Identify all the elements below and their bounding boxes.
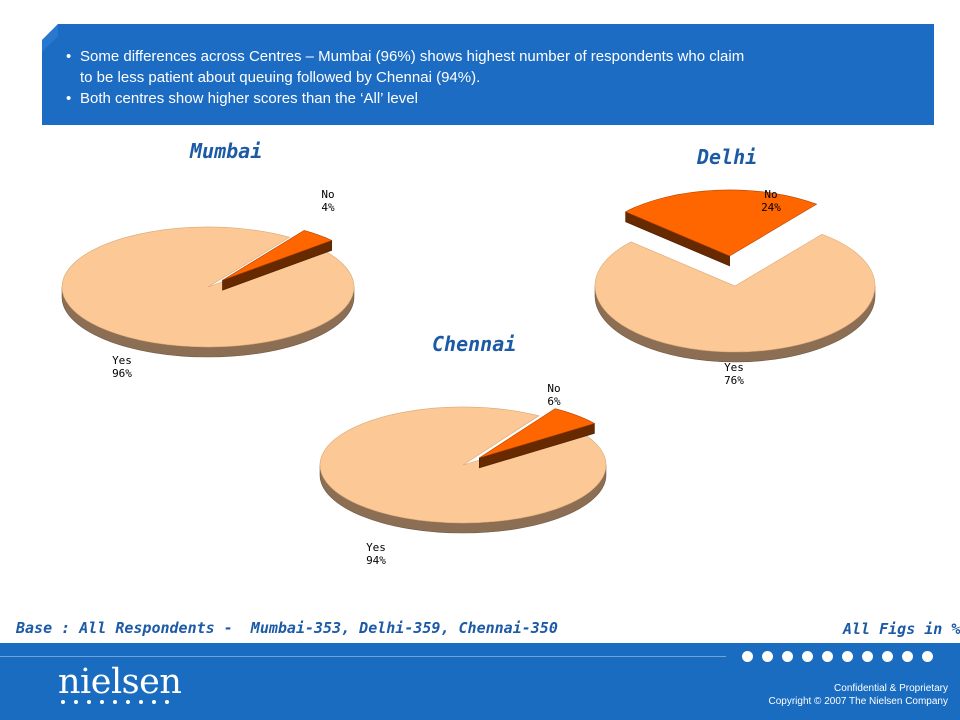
pie-slice-yes xyxy=(61,226,355,358)
svg-text:Yes: Yes xyxy=(724,361,744,374)
svg-text:76%: 76% xyxy=(724,374,744,387)
copyright-text: Copyright © 2007 The Nielsen Company xyxy=(768,696,948,707)
footer-divider xyxy=(0,656,726,657)
bullet-1-line-2: to be less patient about queuing followe… xyxy=(80,69,481,86)
pie-slice-no xyxy=(479,408,596,469)
svg-text:6%: 6% xyxy=(547,395,561,408)
pie-label-no: No4% xyxy=(321,188,335,214)
svg-text:96%: 96% xyxy=(112,367,132,380)
svg-text:4%: 4% xyxy=(321,201,335,214)
pie-slice-yes xyxy=(319,406,607,534)
copyright-block: Confidential & Proprietary Copyright © 2… xyxy=(768,682,948,708)
svg-text:No: No xyxy=(547,382,560,395)
pie-slice-no xyxy=(222,230,333,291)
all-figs-note: All Figs in % xyxy=(843,620,960,638)
bullet-dot: • xyxy=(66,48,72,65)
bullet-2: • Both centres show higher scores than t… xyxy=(64,88,924,109)
chart-title-delhi: Delhi xyxy=(697,145,758,169)
confidential-text: Confidential & Proprietary xyxy=(834,683,948,694)
pie-slice-no xyxy=(624,189,818,267)
base-note: Base : All Respondents - Mumbai-353, Del… xyxy=(16,619,558,637)
svg-text:No: No xyxy=(764,188,777,201)
pie-slice-yes xyxy=(594,233,876,363)
footer: nielsen Confidential & Proprietary Copyr… xyxy=(0,643,960,720)
footer-dots xyxy=(742,651,933,662)
chart-title-mumbai: Mumbai xyxy=(190,139,263,163)
logo-dots xyxy=(61,700,169,704)
svg-text:No: No xyxy=(321,188,334,201)
bullet-1-line-1: Some differences across Centres – Mumbai… xyxy=(80,48,745,65)
bullet-dot: • xyxy=(66,90,72,107)
svg-text:94%: 94% xyxy=(366,554,386,567)
svg-text:Yes: Yes xyxy=(112,354,132,367)
svg-text:24%: 24% xyxy=(761,201,781,214)
chart-title-chennai: Chennai xyxy=(432,332,517,356)
svg-text:Yes: Yes xyxy=(366,541,386,554)
bullet-2-text: Both centres show higher scores than the… xyxy=(80,90,418,107)
header-bullets: • Some differences across Centres – Mumb… xyxy=(64,46,924,109)
header-banner xyxy=(42,24,934,125)
nielsen-logo: nielsen xyxy=(58,662,182,702)
bullet-1: • Some differences across Centres – Mumb… xyxy=(64,46,924,88)
pie-label-no: No6% xyxy=(547,382,561,408)
